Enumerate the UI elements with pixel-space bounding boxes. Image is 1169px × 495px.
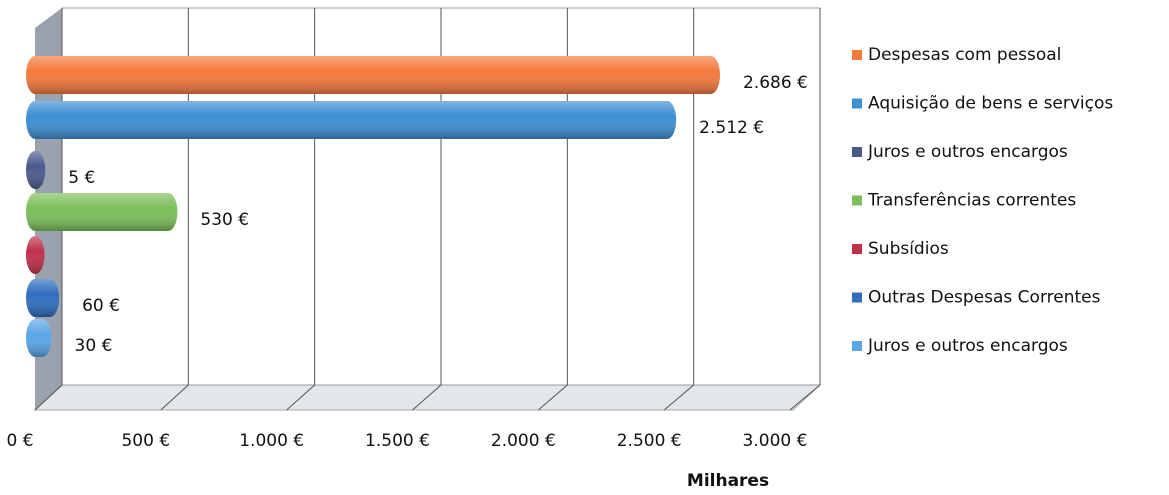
data-label: 2.686 € [743,73,808,93]
x-tick-label: 1.000 € [239,431,304,451]
legend-label: Juros e outros encargos [867,142,1068,162]
legend-label: Juros e outros encargos [867,336,1068,356]
data-label: 530 € [200,210,249,230]
bar-shade [26,101,677,139]
data-label: 60 € [82,296,120,316]
x-tick-label: 1.500 € [365,431,430,451]
x-tick-label: 500 € [121,431,170,451]
data-label: 2.512 € [699,118,764,138]
legend-label: Outras Despesas Correntes [868,288,1101,308]
bar-shade [26,56,720,94]
legend-swatch [852,195,862,206]
axis-title: Milhares [687,471,769,491]
data-label: 5 € [68,168,95,188]
x-tick-label: 3.000 € [743,431,808,451]
x-tick-label: 2.500 € [617,431,682,451]
bar-shade [26,236,45,274]
bar-shade [26,279,60,317]
legend-label: Transferências correntes [867,191,1076,211]
bar-shade [26,319,52,357]
data-label: 30 € [75,336,113,356]
bar-shade [26,151,46,189]
legend-swatch [852,98,862,109]
legend-label: Subsídios [868,239,949,259]
x-tick-label: 0 € [6,431,33,451]
legend-swatch [852,341,862,351]
grid-line [789,8,821,411]
legend-swatch [852,50,862,60]
x-tick-label: 2.000 € [491,431,556,451]
grid-line [663,8,695,411]
legend-swatch [852,147,862,157]
legend-swatch [852,292,862,303]
legend-label: Aquisição de bens e serviços [868,94,1113,114]
bar-shade [26,193,178,231]
legend-swatch [852,244,862,254]
legend-label: Despesas com pessoal [868,45,1061,65]
